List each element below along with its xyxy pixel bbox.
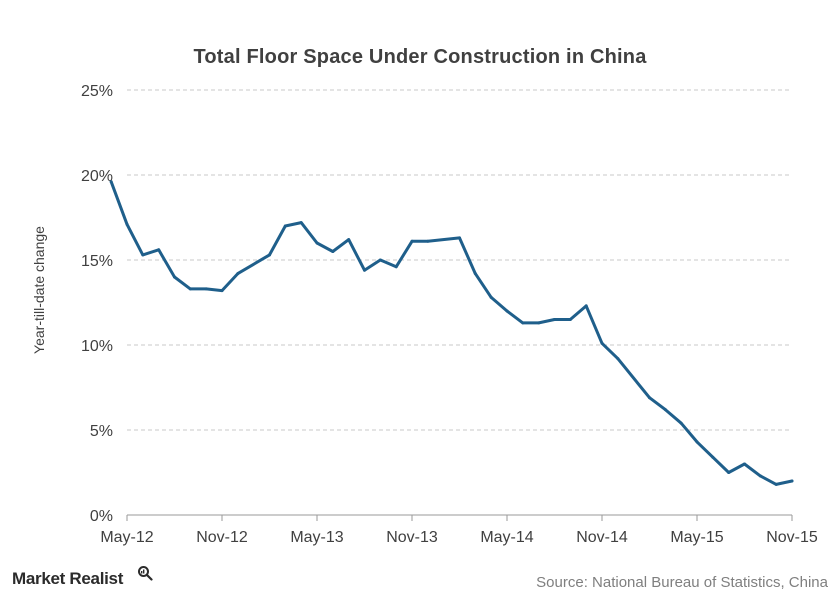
gridlines — [127, 89, 792, 431]
data-point — [679, 421, 683, 425]
data-point — [648, 396, 651, 400]
data-point — [521, 321, 525, 325]
brand-logo: Market Realist — [12, 569, 124, 588]
data-point — [663, 408, 667, 412]
data-point — [426, 239, 430, 243]
data-point — [489, 295, 493, 299]
data-point — [568, 318, 572, 321]
data-point — [743, 462, 746, 466]
data-point — [695, 440, 699, 444]
data-point — [473, 272, 477, 276]
series-group — [109, 180, 794, 486]
data-point — [236, 272, 240, 276]
data-point — [283, 224, 287, 228]
data-point — [790, 479, 794, 483]
data-point — [173, 275, 176, 279]
x-tick-label: Nov-13 — [386, 529, 438, 546]
data-point — [553, 318, 556, 321]
data-point — [616, 357, 620, 361]
data-point — [109, 180, 113, 184]
data-point — [363, 268, 366, 272]
data-point — [727, 471, 731, 474]
data-point — [268, 253, 271, 257]
data-point — [505, 309, 509, 313]
y-tick-labels: 0% 5% 10% 15% 20% 25% — [81, 83, 113, 525]
data-point — [378, 258, 382, 262]
data-point — [394, 265, 398, 269]
data-point — [410, 239, 414, 243]
data-point — [584, 304, 588, 308]
x-tick-label: Nov-14 — [576, 529, 628, 546]
data-point — [125, 222, 129, 226]
data-point — [220, 289, 224, 293]
y-tick-label: 5% — [90, 423, 113, 440]
data-point — [600, 341, 604, 345]
data-point — [758, 474, 762, 478]
data-point — [537, 321, 541, 325]
data-point — [157, 248, 161, 252]
y-tick-label: 10% — [81, 338, 113, 355]
data-point — [347, 238, 351, 242]
data-point — [188, 287, 192, 291]
x-tick-label: May-12 — [100, 529, 153, 546]
y-tick-label: 20% — [81, 168, 113, 185]
data-point — [204, 287, 208, 291]
x-tick-label: May-14 — [480, 529, 533, 546]
data-point — [331, 250, 335, 253]
data-point — [141, 253, 145, 257]
y-tick-label: 0% — [90, 508, 113, 525]
magnifier-icon — [138, 566, 153, 581]
data-point — [299, 221, 303, 225]
data-point — [774, 482, 778, 486]
series-line — [109, 180, 794, 486]
source-note: Source: National Bureau of Statistics, C… — [536, 574, 828, 591]
x-tick-label: Nov-12 — [196, 529, 248, 546]
chart-title: Total Floor Space Under Construction in … — [193, 46, 647, 68]
x-tick-label: May-13 — [290, 529, 343, 546]
x-tick-label: Nov-15 — [766, 529, 818, 546]
x-tick-label: May-15 — [670, 529, 723, 546]
data-point — [458, 236, 461, 240]
x-axis — [126, 514, 793, 521]
y-tick-label: 15% — [81, 253, 113, 270]
x-tick-labels: May-12 Nov-12 May-13 Nov-13 May-14 Nov-14 May-… — [100, 529, 818, 546]
data-point — [711, 455, 715, 459]
y-tick-label: 25% — [81, 83, 113, 100]
data-point — [315, 241, 319, 245]
